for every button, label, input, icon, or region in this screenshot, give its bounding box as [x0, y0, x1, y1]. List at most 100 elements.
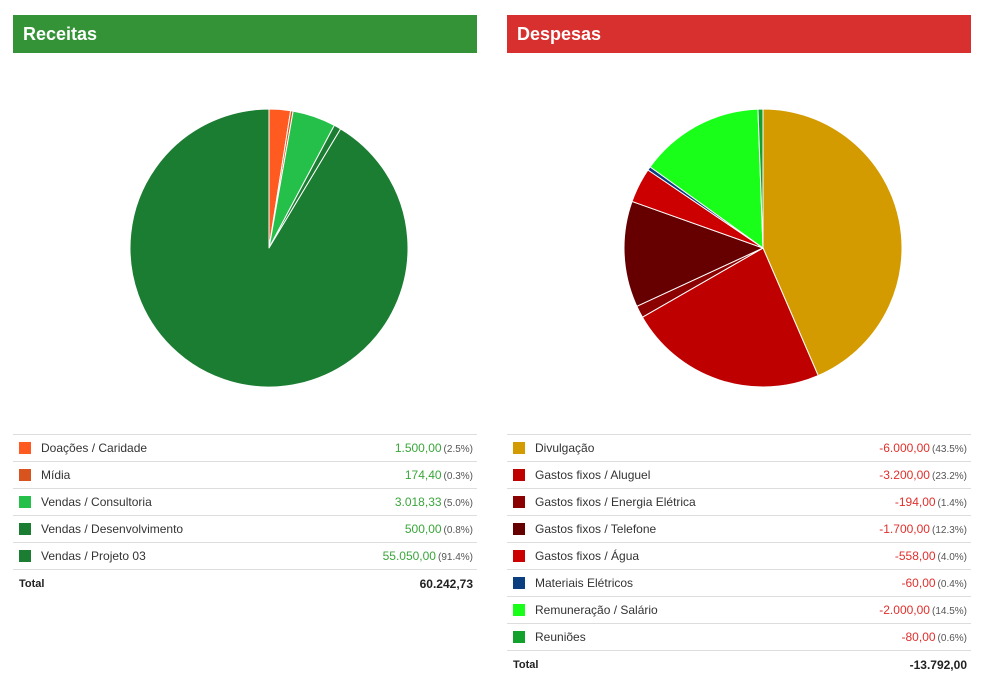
receitas-legend: Doações / Caridade 1.500,00 (2.5%) Mídia … — [13, 434, 477, 597]
legend-swatch — [19, 496, 31, 508]
legend-swatch — [513, 631, 525, 643]
legend-percent: (14.5%) — [931, 606, 967, 617]
legend-value: -60,00 (0.4%) — [902, 576, 971, 590]
legend-row: Gastos fixos / Aluguel -3.200,00 (23.2%) — [507, 462, 971, 489]
legend-percent: (4.0%) — [937, 552, 967, 563]
legend-row: Mídia 174,40 (0.3%) — [13, 462, 477, 489]
legend-value: -3.200,00 (23.2%) — [879, 468, 971, 482]
legend-row: Vendas / Consultoria 3.018,33 (5.0%) — [13, 489, 477, 516]
legend-label: Gastos fixos / Aluguel — [535, 468, 651, 482]
legend-row: Vendas / Projeto 03 55.050,00 (91.4%) — [13, 543, 477, 570]
legend-row: Vendas / Desenvolvimento 500,00 (0.8%) — [13, 516, 477, 543]
legend-percent: (0.4%) — [937, 579, 967, 590]
legend-amount: -2.000,00 — [879, 603, 930, 617]
pie-slice-2 — [641, 247, 819, 388]
legend-amount: -1.700,00 — [879, 522, 930, 536]
legend-value: -2.000,00 (14.5%) — [879, 603, 971, 617]
pie-slice-7 — [649, 108, 764, 249]
receitas-panel: Receitas Doações / Caridade 1.500,00 (2.5… — [13, 15, 477, 591]
legend-swatch — [19, 469, 31, 481]
legend-swatch — [513, 550, 525, 562]
despesas-pie-svg — [623, 108, 903, 388]
legend-row: Doações / Caridade 1.500,00 (2.5%) — [13, 435, 477, 462]
receitas-title: Receitas — [13, 15, 477, 53]
despesas-pie-chart — [507, 53, 971, 433]
legend-percent: (5.0%) — [443, 498, 473, 509]
legend-label: Divulgação — [535, 441, 595, 455]
legend-swatch — [19, 523, 31, 535]
legend-row: Materiais Elétricos -60,00 (0.4%) — [507, 570, 971, 597]
legend-amount: -3.200,00 — [879, 468, 930, 482]
despesas-legend: Divulgação -6.000,00 (43.5%) Gastos fixos… — [507, 434, 971, 678]
legend-amount: 1.500,00 — [394, 441, 442, 455]
legend-row: Divulgação -6.000,00 (43.5%) — [507, 435, 971, 462]
legend-amount: -6.000,00 — [879, 441, 930, 455]
legend-label: Vendas / Projeto 03 — [41, 549, 146, 563]
legend-swatch — [513, 469, 525, 481]
legend-value: -1.700,00 (12.3%) — [879, 522, 971, 536]
total-label: Total — [513, 658, 539, 671]
pie-slice-1 — [762, 108, 903, 377]
legend-swatch — [513, 442, 525, 454]
legend-label: Gastos fixos / Água — [535, 549, 640, 563]
legend-row: Gastos fixos / Telefone -1.700,00 (12.3%) — [507, 516, 971, 543]
legend-percent: (43.5%) — [931, 444, 967, 455]
legend-percent: (12.3%) — [931, 525, 967, 536]
pie-slice-4 — [623, 200, 764, 307]
legend-percent: (0.3%) — [443, 471, 473, 482]
despesas-panel: Despesas Divulgação -6.000,00 (43.5%) Gas… — [507, 15, 971, 672]
legend-percent: (91.4%) — [437, 552, 473, 563]
legend-label: Gastos fixos / Energia Elétrica — [535, 495, 696, 509]
receitas-pie-svg — [129, 108, 409, 388]
legend-swatch — [513, 496, 525, 508]
legend-value: 174,40 (0.3%) — [405, 468, 477, 482]
legend-label: Vendas / Consultoria — [41, 495, 152, 509]
legend-value: 3.018,33 (5.0%) — [395, 495, 477, 509]
legend-row: Reuniões -80,00 (0.6%) — [507, 624, 971, 651]
legend-label: Gastos fixos / Telefone — [535, 522, 657, 536]
legend-label: Remuneração / Salário — [535, 603, 658, 617]
legend-label: Doações / Caridade — [41, 441, 148, 455]
total-value: 60.242,73 — [419, 576, 473, 591]
legend-percent: (23.2%) — [931, 471, 967, 482]
legend-swatch — [513, 604, 525, 616]
legend-row: Gastos fixos / Água -558,00 (4.0%) — [507, 543, 971, 570]
legend-value: 1.500,00 (2.5%) — [395, 441, 477, 455]
legend-swatch — [513, 523, 525, 535]
pie-slice-5 — [129, 108, 409, 388]
legend-value: -558,00 (4.0%) — [895, 549, 971, 563]
legend-percent: (1.4%) — [937, 498, 967, 509]
total-value: -13.792,00 — [909, 657, 967, 672]
legend-value: -194,00 (1.4%) — [895, 495, 971, 509]
legend-label: Mídia — [41, 468, 71, 482]
legend-amount: 3.018,33 — [394, 495, 442, 509]
legend-amount: 500,00 — [404, 522, 442, 536]
legend-value: -6.000,00 (43.5%) — [879, 441, 971, 455]
legend-row: Remuneração / Salário -2.000,00 (14.5%) — [507, 597, 971, 624]
legend-percent: (0.6%) — [937, 633, 967, 644]
legend-value: -80,00 (0.6%) — [902, 630, 971, 644]
legend-swatch — [19, 442, 31, 454]
legend-amount: -558,00 — [894, 549, 936, 563]
legend-amount: -60,00 — [901, 576, 936, 590]
legend-value: 55.050,00 (91.4%) — [383, 549, 477, 563]
total-row: Total 60.242,73 — [13, 570, 477, 597]
legend-percent: (0.8%) — [443, 525, 473, 536]
legend-label: Vendas / Desenvolvimento — [41, 522, 184, 536]
legend-label: Materiais Elétricos — [535, 576, 634, 590]
legend-amount: 55.050,00 — [382, 549, 436, 563]
total-label: Total — [19, 577, 45, 590]
receitas-pie-chart — [13, 53, 477, 433]
legend-amount: -80,00 — [901, 630, 936, 644]
total-row: Total -13.792,00 — [507, 651, 971, 678]
legend-row: Gastos fixos / Energia Elétrica -194,00(… — [507, 489, 971, 516]
legend-amount: -194,00 — [894, 495, 936, 509]
legend-amount: 174,40 — [404, 468, 442, 482]
pie-slice-8 — [757, 108, 764, 249]
legend-value: 500,00 (0.8%) — [405, 522, 477, 536]
legend-label: Reuniões — [535, 630, 586, 644]
legend-swatch — [19, 550, 31, 562]
despesas-title: Despesas — [507, 15, 971, 53]
legend-swatch — [513, 577, 525, 589]
legend-percent: (2.5%) — [443, 444, 473, 455]
